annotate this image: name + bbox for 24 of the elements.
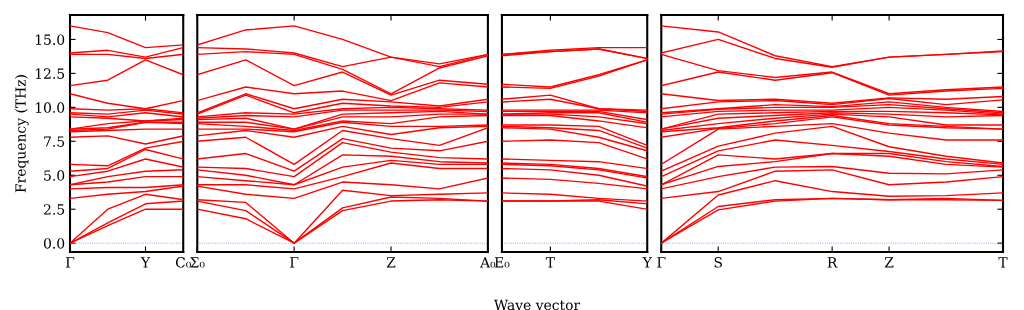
x-tick-label: Z bbox=[884, 257, 894, 268]
x-tick-label: Σ₀ bbox=[190, 257, 205, 268]
y-tick-label: 12.5 bbox=[35, 68, 65, 79]
x-tick-label: Γ bbox=[657, 257, 666, 268]
x-tick-label: Y bbox=[140, 257, 151, 268]
x-tick-label: C₀ bbox=[175, 257, 191, 268]
y-tick-label: 7.5 bbox=[44, 136, 65, 147]
x-tick-label: Z bbox=[386, 257, 396, 268]
y-tick-label: 15.0 bbox=[35, 34, 65, 45]
x-tick-label: Y bbox=[642, 257, 652, 268]
x-tick-label: Γ bbox=[290, 257, 299, 268]
y-tick-label: 2.5 bbox=[43, 204, 65, 215]
y-tick-label: 0.0 bbox=[43, 238, 65, 249]
x-tick-label: R bbox=[827, 257, 838, 268]
x-tick-label: T bbox=[545, 257, 555, 268]
x-tick-label: T bbox=[998, 257, 1008, 268]
y-tick-label: 5.0 bbox=[44, 170, 65, 181]
y-tick-label: 10.0 bbox=[35, 102, 65, 113]
x-tick-label: Γ bbox=[65, 257, 75, 268]
x-tick-label: S bbox=[714, 257, 722, 268]
x-tick-label: A₀ bbox=[480, 257, 496, 268]
x-axis-title: Wave vector bbox=[493, 299, 581, 310]
x-tick-label: E₀ bbox=[494, 257, 510, 268]
y-axis-title: Frequency (THz) bbox=[15, 75, 29, 193]
